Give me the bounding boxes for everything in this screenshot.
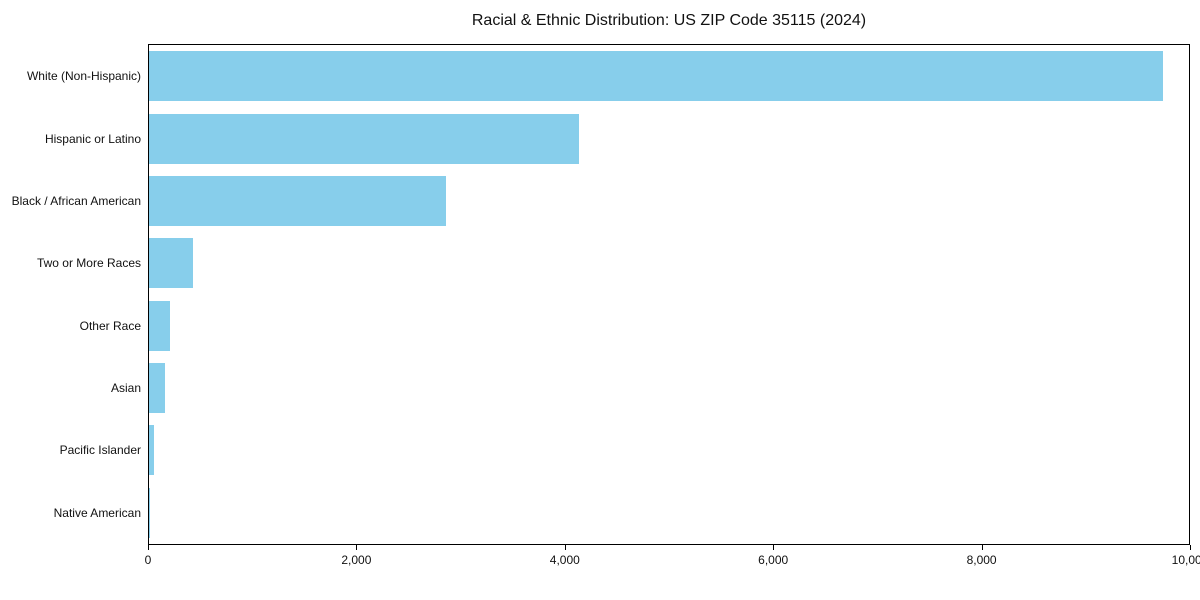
y-axis-label: Native American xyxy=(53,505,141,520)
y-axis-label: Asian xyxy=(110,381,141,396)
bar xyxy=(149,300,170,351)
y-axis-label: Hispanic or Latino xyxy=(44,131,141,146)
chart-row: Two or More Races xyxy=(37,232,1189,294)
bar xyxy=(149,175,447,226)
bar xyxy=(149,113,579,164)
x-axis-tick-mark xyxy=(1190,545,1191,550)
x-axis-tick-label: 2,000 xyxy=(341,553,372,567)
y-axis-label: Pacific Islander xyxy=(59,443,141,458)
bar xyxy=(149,363,165,413)
x-axis-tick-label: 0 xyxy=(144,553,152,567)
chart-row: Black / African American xyxy=(12,170,1189,232)
y-axis-label: Other Race xyxy=(79,318,141,333)
x-axis-tick-mark xyxy=(773,545,775,550)
x-axis-tick-label: 10,000 xyxy=(1171,553,1200,567)
x-axis-tick-mark xyxy=(148,545,149,550)
x-axis: 0 2,000 4,000 6,000 8,000 10,000 xyxy=(144,545,1200,575)
x-axis-tick-label: 6,000 xyxy=(758,553,789,567)
chart-row: White (Non-Hispanic) xyxy=(27,45,1189,107)
x-axis-tick-label: 4,000 xyxy=(549,553,580,567)
x-axis-tick-label: 8,000 xyxy=(966,553,997,567)
chart-row: Asian xyxy=(111,357,1189,419)
chart-row: Hispanic or Latino xyxy=(45,107,1189,169)
bar xyxy=(149,425,155,476)
y-axis-label: Black / African American xyxy=(11,193,141,208)
y-axis-label: White (Non-Hispanic) xyxy=(26,69,141,84)
chart-row: Pacific Islander xyxy=(60,419,1189,481)
x-axis-tick-mark xyxy=(981,545,983,550)
x-axis-tick-mark xyxy=(564,545,566,550)
x-axis-tick-mark xyxy=(356,545,358,550)
y-axis-label: Two or More Races xyxy=(36,256,141,271)
bar xyxy=(149,51,1163,102)
chart-title: Racial & Ethnic Distribution: US ZIP Cod… xyxy=(471,12,867,29)
chart-row: Other Race xyxy=(80,295,1189,357)
bar xyxy=(149,487,150,538)
plot-area: White (Non-Hispanic) Hispanic or Latino Bl… xyxy=(12,44,1190,545)
bar xyxy=(149,238,194,289)
chart-row: Native American xyxy=(54,482,1189,544)
